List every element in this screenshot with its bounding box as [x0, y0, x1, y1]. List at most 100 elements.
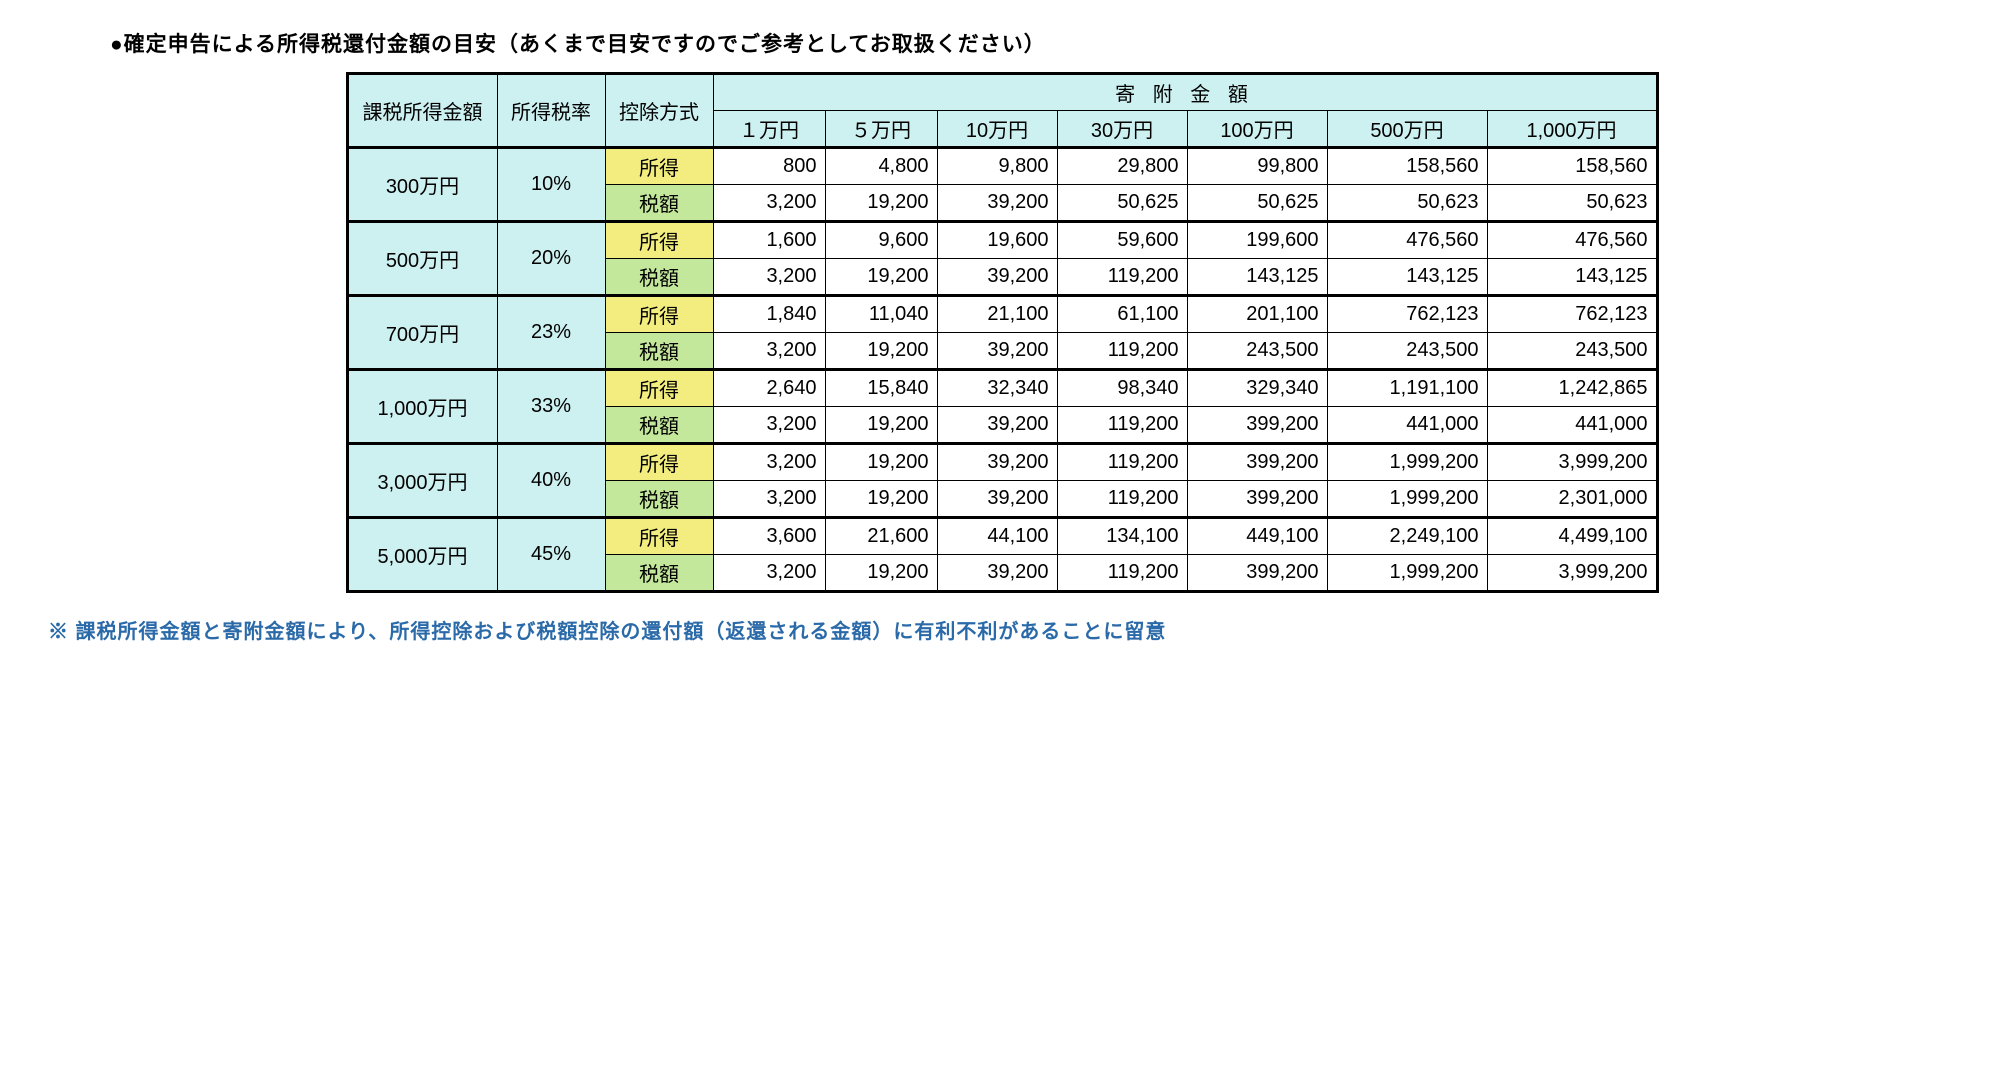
cell-value: 2,640	[713, 370, 825, 407]
cell-method-tax: 税額	[605, 333, 713, 370]
cell-method-tax: 税額	[605, 481, 713, 518]
cell-value: 158,560	[1327, 148, 1487, 185]
cell-value: 441,000	[1487, 407, 1657, 444]
cell-value: 19,200	[825, 444, 937, 481]
cell-value: 399,200	[1187, 481, 1327, 518]
cell-value: 399,200	[1187, 555, 1327, 592]
cell-value: 399,200	[1187, 407, 1327, 444]
cell-income: 5,000万円	[347, 518, 497, 592]
cell-value: 39,200	[937, 481, 1057, 518]
cell-income: 500万円	[347, 222, 497, 296]
cell-value: 29,800	[1057, 148, 1187, 185]
cell-value: 3,200	[713, 185, 825, 222]
col-donation-6: 1,000万円	[1487, 111, 1657, 148]
cell-income: 300万円	[347, 148, 497, 222]
table-row: 1,000万円33%所得2,64015,84032,34098,340329,3…	[347, 370, 1657, 407]
cell-value: 50,623	[1487, 185, 1657, 222]
cell-value: 243,500	[1187, 333, 1327, 370]
cell-value: 158,560	[1487, 148, 1657, 185]
cell-rate: 23%	[497, 296, 605, 370]
cell-value: 800	[713, 148, 825, 185]
cell-value: 476,560	[1487, 222, 1657, 259]
cell-rate: 20%	[497, 222, 605, 296]
table-row: 3,000万円40%所得3,20019,20039,200119,200399,…	[347, 444, 1657, 481]
col-donation-2: 10万円	[937, 111, 1057, 148]
cell-value: 762,123	[1487, 296, 1657, 333]
cell-value: 3,999,200	[1487, 555, 1657, 592]
cell-value: 21,600	[825, 518, 937, 555]
cell-method-tax: 税額	[605, 555, 713, 592]
cell-value: 39,200	[937, 444, 1057, 481]
cell-value: 3,200	[713, 444, 825, 481]
cell-value: 99,800	[1187, 148, 1327, 185]
cell-value: 243,500	[1487, 333, 1657, 370]
cell-value: 39,200	[937, 555, 1057, 592]
cell-value: 59,600	[1057, 222, 1187, 259]
cell-value: 1,999,200	[1327, 481, 1487, 518]
col-taxable-income: 課税所得金額	[347, 74, 497, 148]
cell-value: 1,242,865	[1487, 370, 1657, 407]
cell-rate: 33%	[497, 370, 605, 444]
cell-value: 39,200	[937, 259, 1057, 296]
cell-method-tax: 税額	[605, 185, 713, 222]
col-donation-4: 100万円	[1187, 111, 1327, 148]
cell-method-income: 所得	[605, 296, 713, 333]
cell-value: 399,200	[1187, 444, 1327, 481]
cell-value: 119,200	[1057, 407, 1187, 444]
cell-value: 476,560	[1327, 222, 1487, 259]
col-donation-1: ５万円	[825, 111, 937, 148]
cell-method-income: 所得	[605, 148, 713, 185]
cell-value: 15,840	[825, 370, 937, 407]
table-row: 300万円10%所得8004,8009,80029,80099,800158,5…	[347, 148, 1657, 185]
cell-value: 143,125	[1327, 259, 1487, 296]
cell-value: 19,200	[825, 185, 937, 222]
cell-value: 119,200	[1057, 555, 1187, 592]
cell-value: 329,340	[1187, 370, 1327, 407]
cell-value: 19,200	[825, 333, 937, 370]
cell-value: 2,301,000	[1487, 481, 1657, 518]
cell-value: 50,623	[1327, 185, 1487, 222]
cell-value: 143,125	[1487, 259, 1657, 296]
cell-value: 143,125	[1187, 259, 1327, 296]
cell-value: 3,200	[713, 259, 825, 296]
cell-value: 50,625	[1187, 185, 1327, 222]
cell-value: 199,600	[1187, 222, 1327, 259]
cell-value: 762,123	[1327, 296, 1487, 333]
cell-value: 21,100	[937, 296, 1057, 333]
table-row: 700万円23%所得1,84011,04021,10061,100201,100…	[347, 296, 1657, 333]
cell-value: 98,340	[1057, 370, 1187, 407]
cell-method-income: 所得	[605, 222, 713, 259]
cell-value: 3,200	[713, 333, 825, 370]
cell-income: 1,000万円	[347, 370, 497, 444]
cell-value: 11,040	[825, 296, 937, 333]
page-title: ●確定申告による所得税還付金額の目安（あくまで目安ですのでご参考としてお取扱くだ…	[110, 28, 1984, 58]
cell-value: 39,200	[937, 407, 1057, 444]
colgroup-donation: 寄 附 金 額	[713, 74, 1657, 111]
cell-value: 39,200	[937, 185, 1057, 222]
cell-value: 9,600	[825, 222, 937, 259]
cell-value: 39,200	[937, 333, 1057, 370]
footnote: ※ 課税所得金額と寄附金額により、所得控除および税額控除の還付額（返還される金額…	[48, 615, 1984, 644]
cell-value: 119,200	[1057, 259, 1187, 296]
refund-table: 課税所得金額 所得税率 控除方式 寄 附 金 額 １万円５万円10万円30万円1…	[346, 72, 1659, 593]
table-row: 500万円20%所得1,6009,60019,60059,600199,6004…	[347, 222, 1657, 259]
cell-value: 119,200	[1057, 481, 1187, 518]
cell-value: 3,200	[713, 481, 825, 518]
table-body: 300万円10%所得8004,8009,80029,80099,800158,5…	[347, 148, 1657, 592]
cell-value: 9,800	[937, 148, 1057, 185]
cell-value: 1,191,100	[1327, 370, 1487, 407]
table-row: 5,000万円45%所得3,60021,60044,100134,100449,…	[347, 518, 1657, 555]
cell-value: 44,100	[937, 518, 1057, 555]
cell-value: 449,100	[1187, 518, 1327, 555]
cell-method-tax: 税額	[605, 407, 713, 444]
col-tax-rate: 所得税率	[497, 74, 605, 148]
cell-value: 19,200	[825, 259, 937, 296]
cell-method-income: 所得	[605, 518, 713, 555]
cell-value: 3,600	[713, 518, 825, 555]
cell-value: 4,499,100	[1487, 518, 1657, 555]
cell-value: 1,600	[713, 222, 825, 259]
cell-method-income: 所得	[605, 444, 713, 481]
cell-value: 19,200	[825, 481, 937, 518]
cell-value: 1,840	[713, 296, 825, 333]
cell-value: 19,200	[825, 407, 937, 444]
